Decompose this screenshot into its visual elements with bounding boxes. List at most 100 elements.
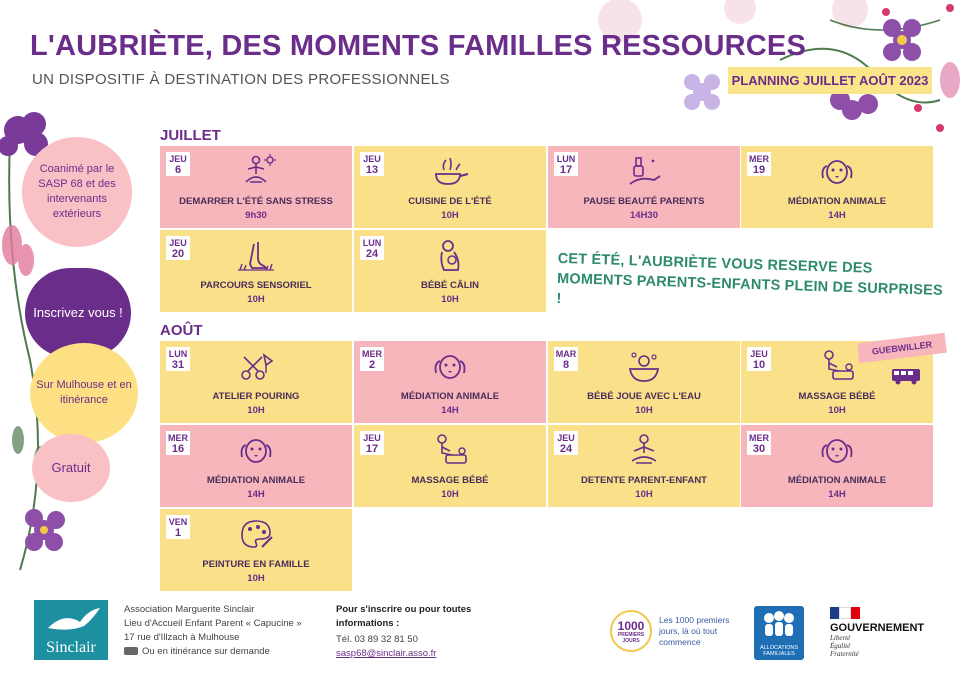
- bird-icon: [48, 608, 100, 630]
- event-date: MER 16: [166, 431, 190, 455]
- event-name: ATELIER POURING: [212, 391, 300, 402]
- event-time: 10H: [247, 573, 265, 584]
- event-card-juillet-19[interactable]: MER 19 MÉDIATION ANIMALE 14H: [741, 146, 933, 228]
- cooking-pan-icon: [435, 157, 469, 185]
- event-card-aout-24[interactable]: JEU 24 DETENTE PARENT-ENFANT 10H: [548, 425, 740, 507]
- mille-jours-text: Les 1000 premiers jours, là où tout comm…: [659, 615, 730, 647]
- nail-polish-icon: [629, 157, 661, 185]
- event-name: MÉDIATION ANIMALE: [787, 475, 887, 486]
- event-time: 10H: [247, 405, 265, 416]
- event-name: BÉBÉ CÂLIN: [420, 280, 480, 291]
- event-name: PEINTURE EN FAMILLE: [202, 559, 310, 570]
- event-time: 10H: [441, 489, 459, 500]
- foot-grass-icon: [238, 242, 274, 271]
- flag-icon: [830, 607, 860, 619]
- month-juillet: JUILLET: [160, 127, 221, 144]
- bus-icon: [892, 369, 920, 385]
- event-time: 14H: [441, 405, 459, 416]
- meditation-icon: [631, 434, 657, 464]
- event-date: MER 30: [747, 431, 771, 455]
- event-card-juillet-20[interactable]: JEU 20 PARCOURS SENSORIEL 10H: [160, 230, 352, 312]
- dog-icon: [821, 439, 853, 463]
- event-card-aout-1[interactable]: VEN 1 PEINTURE EN FAMILLE 10H: [160, 509, 352, 591]
- event-date: JEU 6: [166, 152, 190, 176]
- month-aout: AOÛT: [160, 322, 203, 339]
- event-date: JEU 13: [360, 152, 384, 176]
- email-link[interactable]: sasp68@sinclair.asso.fr: [336, 648, 437, 659]
- event-date: VEN 1: [166, 515, 190, 539]
- event-card-aout-17[interactable]: JEU 17 MASSAGE BÉBÉ 10H: [354, 425, 546, 507]
- event-card-aout-30[interactable]: MER 30 MÉDIATION ANIMALE 14H: [741, 425, 933, 507]
- event-card-aout-2[interactable]: MER 2 MÉDIATION ANIMALE 14H: [354, 341, 546, 423]
- mother-baby-icon: [440, 240, 460, 271]
- event-time: 14H: [247, 489, 265, 500]
- event-time: 10H: [635, 405, 653, 416]
- event-time: 14H: [828, 210, 846, 221]
- lieu-bubble: Sur Mulhouse et en itinérance: [30, 343, 138, 443]
- page-subtitle: UN DISPOSITIF À DESTINATION DES PROFESSI…: [32, 71, 450, 88]
- palette-icon: [241, 520, 273, 548]
- event-time: 10H: [828, 405, 846, 416]
- van-icon: [124, 647, 138, 656]
- event-card-aout-31[interactable]: LUN 31 ATELIER POURING 10H: [160, 341, 352, 423]
- event-card-juillet-17[interactable]: LUN 17 PAUSE BEAUTÉ PARENTS 14H30: [548, 146, 740, 228]
- event-name: MÉDIATION ANIMALE: [206, 475, 306, 486]
- logo-1000-jours: 1000 PREMIERS JOURS: [610, 610, 652, 652]
- event-date: JEU 20: [166, 236, 190, 260]
- dog-icon: [821, 160, 853, 184]
- event-card-juillet-13[interactable]: JEU 13 CUISINE DE L'ÉTÉ 10H: [354, 146, 546, 228]
- event-card-juillet-6[interactable]: JEU 6 DEMARRER L'ÉTÉ SANS STRESS 9h30: [160, 146, 352, 228]
- event-date: JEU 17: [360, 431, 384, 455]
- event-time: 10H: [441, 294, 459, 305]
- event-date: MER 19: [747, 152, 771, 176]
- sinclair-logo: Sinclair: [34, 600, 108, 660]
- yoga-sun-icon: [245, 154, 276, 183]
- event-name: DEMARRER L'ÉTÉ SANS STRESS: [179, 196, 333, 207]
- event-time: 14H: [828, 489, 846, 500]
- event-date: LUN 17: [554, 152, 578, 176]
- event-name: MASSAGE BÉBÉ: [411, 475, 489, 486]
- event-time: 9h30: [245, 210, 267, 221]
- dog-icon: [240, 439, 272, 463]
- event-date: LUN 31: [166, 347, 190, 371]
- paint-pouring-icon: [241, 353, 274, 380]
- event-name: DETENTE PARENT-ENFANT: [581, 475, 707, 486]
- event-time: 14H30: [630, 210, 658, 221]
- event-time: 10H: [441, 210, 459, 221]
- event-date: MAR 8: [554, 347, 578, 371]
- promo-text: CET ÉTÉ, L'AUBRIÈTE VOUS RESERVE DES MOM…: [556, 250, 944, 307]
- dog-icon: [434, 355, 466, 379]
- planning-badge: PLANNING JUILLET AOÛT 2023: [728, 67, 932, 94]
- event-name: MASSAGE BÉBÉ: [798, 391, 876, 402]
- event-time: 10H: [247, 294, 265, 305]
- gratuit-bubble: Gratuit: [32, 434, 110, 502]
- event-name: PAUSE BEAUTÉ PARENTS: [583, 196, 705, 207]
- family-icon: [764, 611, 794, 636]
- event-time: 10H: [635, 489, 653, 500]
- event-name: BÉBÉ JOUE AVEC L'EAU: [587, 391, 701, 402]
- event-name: MÉDIATION ANIMALE: [400, 391, 500, 402]
- event-name: MÉDIATION ANIMALE: [787, 196, 887, 207]
- event-card-aout-8[interactable]: MAR 8 BÉBÉ JOUE AVEC L'EAU 10H: [548, 341, 740, 423]
- event-date: JEU 24: [554, 431, 578, 455]
- flower-decoration-left: [0, 112, 65, 571]
- gouvernement-logo: GOUVERNEMENT Liberté Égalité Fraternité: [830, 607, 940, 665]
- baby-bath-icon: [628, 352, 660, 382]
- event-name: PARCOURS SENSORIEL: [200, 280, 312, 291]
- coanime-bubble: Coanimé par le SASP 68 et des intervenan…: [22, 137, 132, 247]
- association-info: Association Marguerite Sinclair Lieu d'A…: [124, 604, 302, 657]
- event-card-juillet-24[interactable]: LUN 24 BÉBÉ CÂLIN 10H: [354, 230, 546, 312]
- caf-logo: ALLOCATIONS FAMILIALES: [754, 606, 804, 660]
- event-date: JEU 10: [747, 347, 771, 371]
- flower-decoration-top-right: [598, 0, 960, 132]
- page-title: L'AUBRIÈTE, DES MOMENTS FAMILLES RESSOUR…: [30, 30, 806, 62]
- event-card-aout-10[interactable]: JEU 10 MASSAGE BÉBÉ 10H: [741, 341, 933, 423]
- event-card-aout-16[interactable]: MER 16 MÉDIATION ANIMALE 14H: [160, 425, 352, 507]
- baby-massage-icon: [437, 434, 467, 464]
- event-name: CUISINE DE L'ÉTÉ: [408, 196, 492, 207]
- event-date: MER 2: [360, 347, 384, 371]
- event-date: LUN 24: [360, 236, 384, 260]
- baby-massage-icon: [824, 350, 854, 380]
- contact-info: Pour s'inscrire ou pour toutes informati…: [336, 603, 516, 661]
- phone-number: Tél. 03 89 32 81 50: [336, 634, 418, 645]
